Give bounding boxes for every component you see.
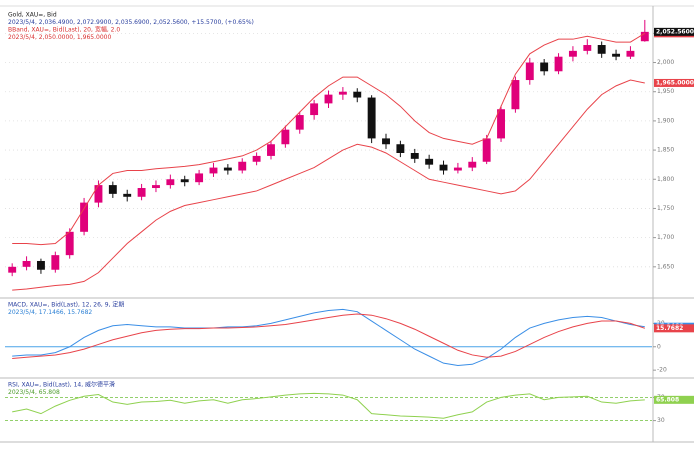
last-price-label: 2,052.5600 xyxy=(656,28,694,35)
candle-body xyxy=(568,50,577,57)
series-line xyxy=(12,79,645,291)
last-value-label-box xyxy=(654,78,694,87)
candle-body xyxy=(36,260,45,270)
candle-body xyxy=(281,129,290,145)
legend-text: 2023/5/4, 17.1466, 15.7682 xyxy=(8,309,92,316)
candle-body xyxy=(525,62,534,81)
candle-body xyxy=(65,231,74,256)
candle-body xyxy=(8,266,17,273)
last-value-label: 65.808 xyxy=(656,396,679,403)
candle-body xyxy=(180,179,189,183)
last-price-label-box xyxy=(654,27,694,36)
candle-body xyxy=(324,94,333,104)
legend-text: RSI, XAU=, Bid(Last), 14, 威尔德平滑 xyxy=(8,381,115,389)
series-line xyxy=(12,392,645,419)
y-tick-label: 1,950 xyxy=(657,88,674,95)
candle-body xyxy=(123,193,132,197)
candle-body xyxy=(353,91,362,98)
candle-body xyxy=(51,255,60,270)
candle-body xyxy=(612,53,621,57)
last-value-label-box xyxy=(654,395,694,404)
candle-body xyxy=(583,45,592,51)
candle-body xyxy=(252,155,261,162)
candle-body xyxy=(626,50,635,57)
candle-body xyxy=(195,173,204,183)
candle-body xyxy=(540,62,549,72)
candle-body xyxy=(80,202,89,232)
candle-body xyxy=(310,103,319,116)
candle-body xyxy=(439,164,448,171)
candle-body xyxy=(267,144,275,156)
candle-body xyxy=(367,97,376,139)
y-tick-label: 30 xyxy=(657,417,665,424)
y-tick-label: 0 xyxy=(657,343,661,350)
candle-body xyxy=(425,158,434,165)
candle-body xyxy=(382,138,390,145)
candle-body xyxy=(295,115,304,130)
legend-text: Gold, XAU=, Bid xyxy=(8,12,57,19)
legend-text: 2023/5/4, 2,036.4900, 2,072.9900, 2,035.… xyxy=(8,19,254,26)
y-tick-label: -20 xyxy=(657,367,667,374)
y-tick-label: 1,750 xyxy=(657,205,674,212)
candle-body xyxy=(22,260,31,267)
last-value-label-box xyxy=(654,324,694,333)
candle-body xyxy=(453,167,462,171)
series-line xyxy=(12,32,646,246)
candle-body xyxy=(238,161,247,171)
y-tick-label: 1,800 xyxy=(657,176,674,183)
y-tick-label: 1,700 xyxy=(657,234,674,241)
candle-body xyxy=(554,56,563,72)
candle-body xyxy=(137,188,146,197)
series-line xyxy=(12,313,645,359)
candle-body xyxy=(482,138,491,162)
candle-body xyxy=(597,45,606,54)
candle-body xyxy=(94,185,103,203)
legend-text: BBand, XAU=, Bid(Last), 20, 宽幅, 2.0 xyxy=(8,26,120,34)
candle-body xyxy=(152,185,160,189)
legend-text: 2023/5/4, 2,050.0000, 1,965.0000 xyxy=(8,34,111,41)
candle-body xyxy=(223,167,232,171)
candle-body xyxy=(511,80,520,110)
y-tick-label: 1,900 xyxy=(657,117,674,124)
candle-body xyxy=(108,185,117,194)
candle-body xyxy=(497,109,505,139)
last-value-label: 1,965.0000 xyxy=(656,79,694,86)
candle-body xyxy=(640,31,649,42)
candle-body xyxy=(166,179,175,186)
candle-body xyxy=(209,167,218,174)
y-tick-label: 1,850 xyxy=(657,147,674,154)
y-tick-label: 2,000 xyxy=(657,59,674,66)
series-line xyxy=(12,308,645,366)
candle-body xyxy=(396,144,405,153)
legend-text: MACD, XAU=, Bid(Last), 12, 26, 9, 定期 xyxy=(8,301,124,309)
last-value-label: 15.7682 xyxy=(656,325,683,332)
candle-body xyxy=(468,161,477,168)
candle-body xyxy=(338,91,347,95)
candle-body xyxy=(410,153,419,159)
y-tick-label: 1,650 xyxy=(657,263,674,270)
legend-text: 2023/5/4, 65.808 xyxy=(8,389,60,396)
